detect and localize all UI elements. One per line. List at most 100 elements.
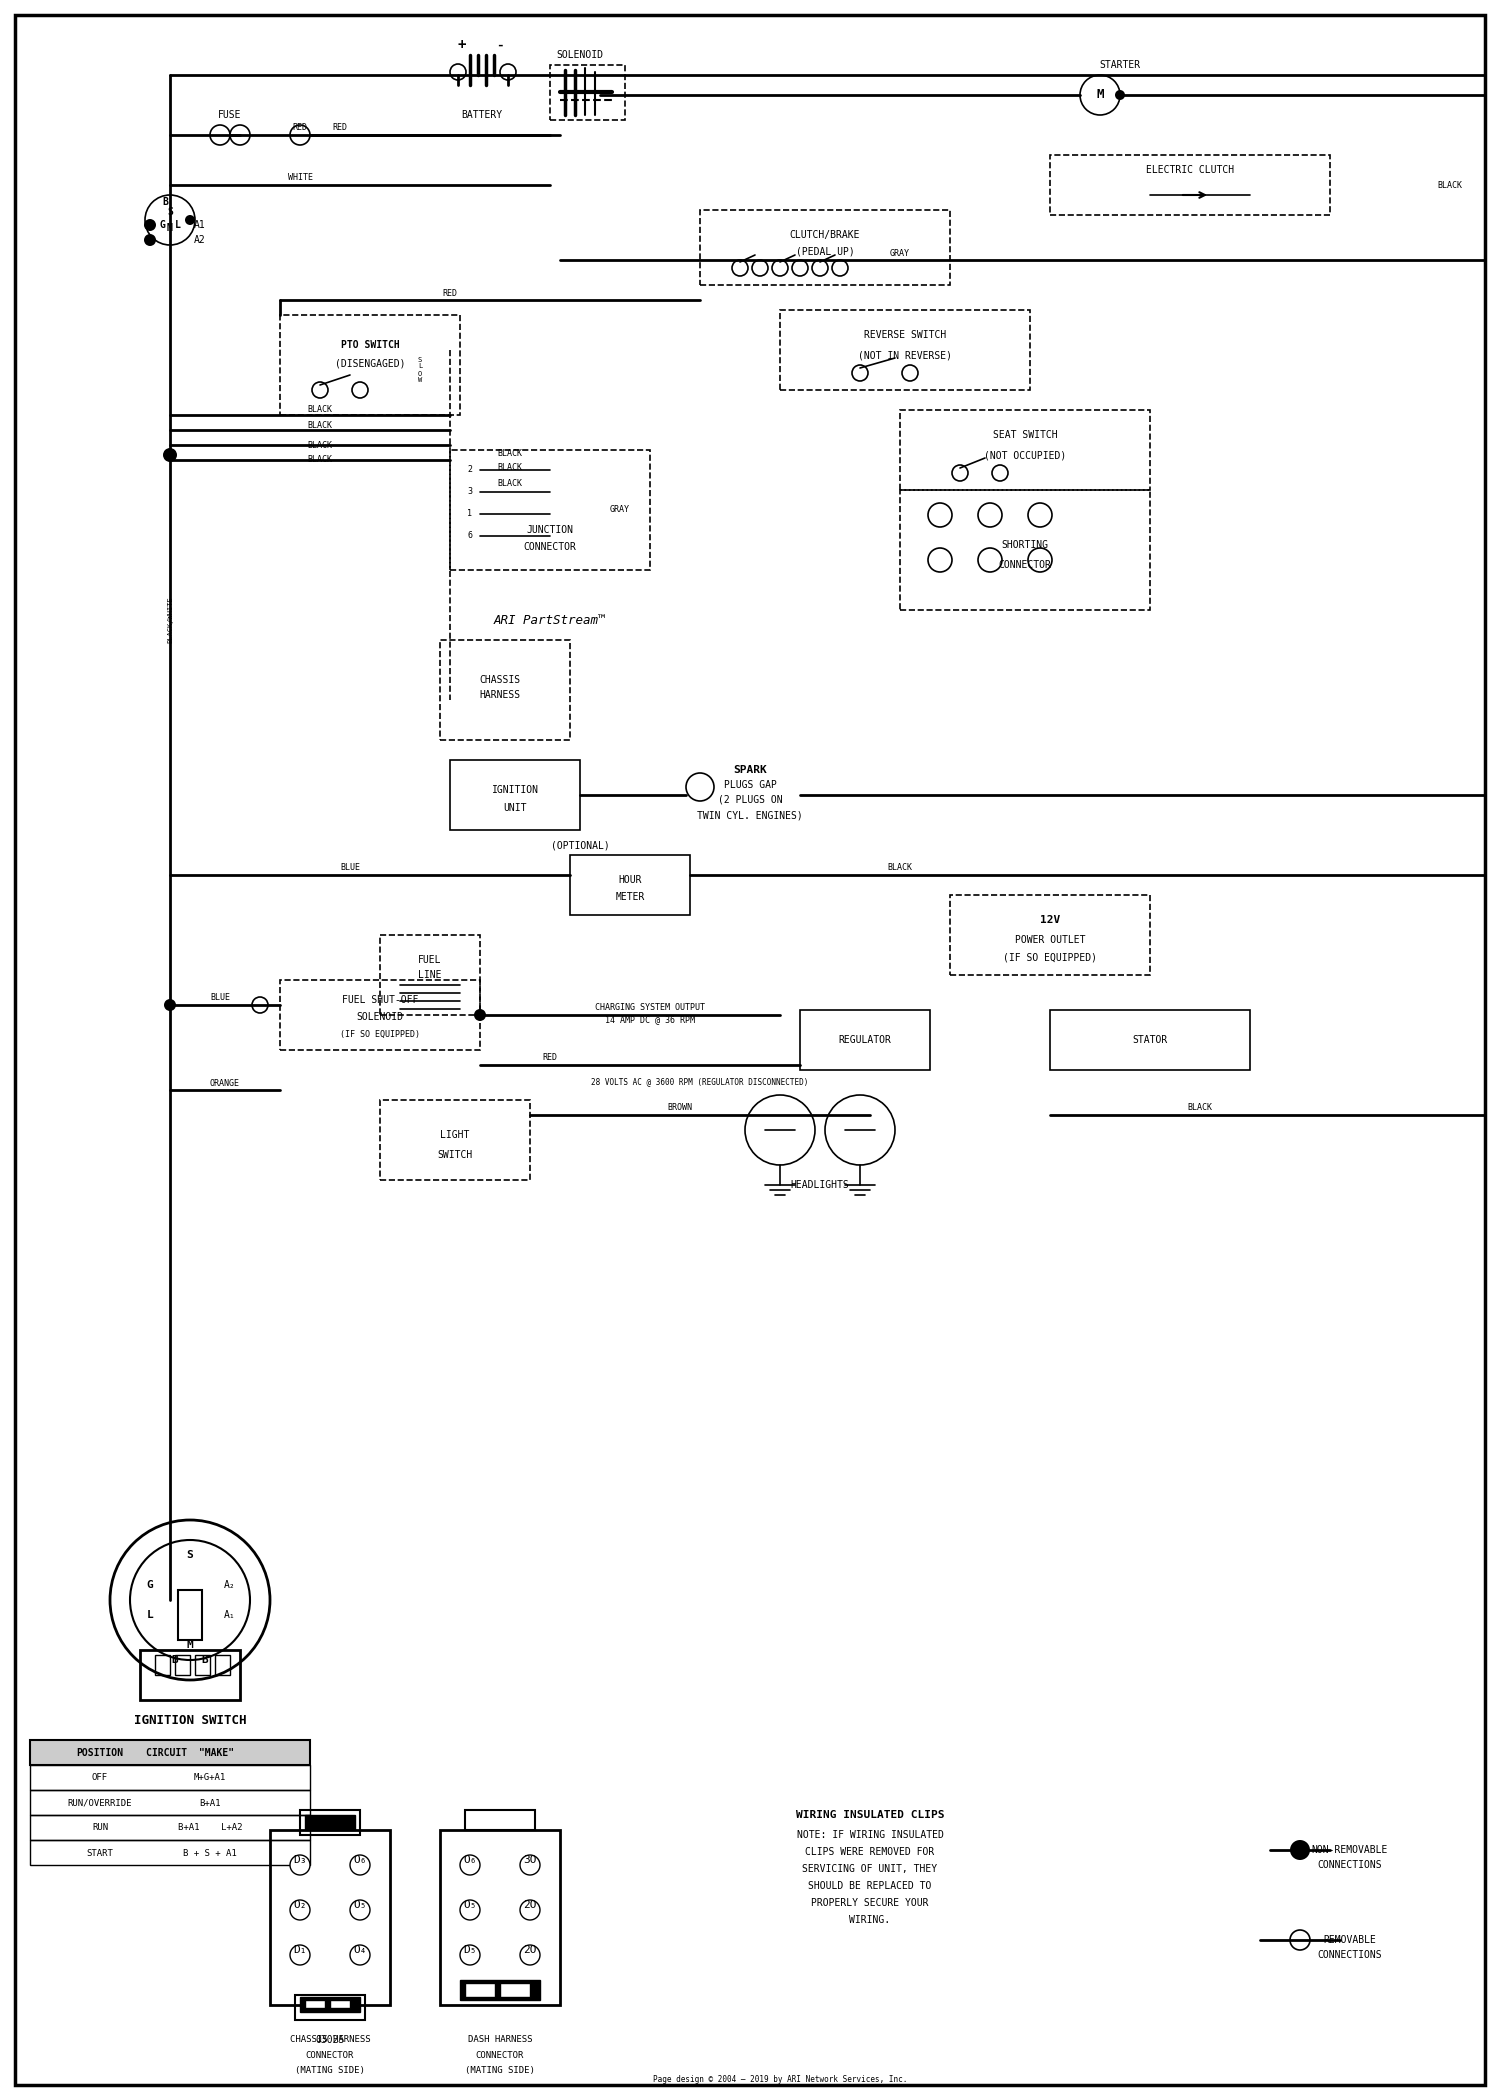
Text: Page design © 2004 – 2019 by ARI Network Services, Inc.: Page design © 2004 – 2019 by ARI Network… [652, 2076, 908, 2084]
Text: (NOT OCCUPIED): (NOT OCCUPIED) [984, 449, 1066, 460]
Bar [440, 640, 570, 741]
Text: -: - [496, 38, 504, 52]
Text: BLACK: BLACK [888, 863, 912, 873]
Circle shape [978, 548, 1002, 573]
Circle shape [833, 260, 848, 275]
Text: O₂: O₂ [294, 1900, 306, 1910]
Text: (IF SO EQUIPPED): (IF SO EQUIPPED) [340, 1029, 420, 1039]
Text: SHOULD BE REPLACED TO: SHOULD BE REPLACED TO [808, 1881, 932, 1891]
Circle shape [460, 1856, 480, 1874]
Text: IGNITION: IGNITION [492, 785, 538, 796]
Text: M: M [186, 1639, 194, 1650]
Circle shape [252, 997, 268, 1014]
Circle shape [110, 1520, 270, 1679]
Circle shape [792, 260, 808, 275]
Text: UNIT: UNIT [503, 804, 526, 812]
Text: A₁: A₁ [224, 1610, 236, 1620]
Circle shape [450, 63, 466, 80]
Circle shape [474, 1010, 486, 1020]
Circle shape [825, 1096, 896, 1165]
Text: JUNCTION: JUNCTION [526, 525, 573, 535]
Text: START: START [87, 1849, 114, 1858]
Text: ARI PartStream™: ARI PartStream™ [494, 613, 606, 626]
Circle shape [772, 260, 788, 275]
Bar [30, 1841, 310, 1866]
Text: 2O: 2O [524, 1946, 537, 1954]
Bar [300, 1996, 360, 2013]
Bar [296, 1994, 364, 2019]
Text: B: B [171, 1654, 178, 1665]
Circle shape [1290, 1841, 1310, 1860]
Text: (DISENGAGED): (DISENGAGED) [334, 359, 405, 367]
Circle shape [290, 1946, 310, 1965]
Text: M: M [1096, 88, 1104, 101]
Text: GRAY: GRAY [890, 248, 910, 258]
Text: (OPTIONAL): (OPTIONAL) [550, 840, 609, 850]
Text: BLACK: BLACK [308, 420, 333, 430]
Text: TWIN CYL. ENGINES): TWIN CYL. ENGINES) [698, 810, 802, 821]
Bar [280, 315, 460, 416]
Text: HARNESS: HARNESS [480, 691, 520, 699]
Text: ELECTRIC CLUTCH: ELECTRIC CLUTCH [1146, 166, 1234, 174]
Text: RED: RED [543, 1054, 558, 1062]
Circle shape [978, 504, 1002, 527]
Circle shape [1028, 504, 1051, 527]
Text: REGULATOR: REGULATOR [839, 1035, 891, 1045]
Text: S
L
O
W: S L O W [419, 357, 422, 384]
Text: M: M [166, 222, 172, 233]
Circle shape [928, 548, 952, 573]
Text: (MATING SIDE): (MATING SIDE) [296, 2065, 364, 2074]
Text: BROWN: BROWN [668, 1104, 693, 1112]
Text: ORANGE: ORANGE [210, 1079, 240, 1087]
Text: SPARK: SPARK [734, 764, 766, 775]
Text: CONNECTIONS: CONNECTIONS [1317, 1950, 1383, 1960]
Bar [460, 1979, 540, 2000]
Text: G: G [159, 220, 165, 231]
Text: CONNECTOR: CONNECTOR [306, 2051, 354, 2059]
Text: DASH HARNESS: DASH HARNESS [468, 2036, 532, 2044]
Text: SHORTING: SHORTING [1002, 539, 1048, 550]
Bar [214, 1654, 230, 1675]
Text: BLACK: BLACK [1437, 181, 1462, 189]
Circle shape [230, 126, 251, 145]
Circle shape [352, 382, 368, 399]
Circle shape [290, 126, 310, 145]
Text: WIRING INSULATED CLIPS: WIRING INSULATED CLIPS [795, 1809, 945, 1820]
Text: STARTER: STARTER [1100, 61, 1140, 69]
Circle shape [520, 1900, 540, 1921]
Bar [1050, 155, 1330, 214]
Text: O₅: O₅ [354, 1900, 366, 1910]
Text: 2O: 2O [524, 1900, 537, 1910]
Circle shape [992, 466, 1008, 481]
Circle shape [520, 1946, 540, 1965]
Text: 3: 3 [468, 487, 472, 497]
Text: +: + [458, 38, 466, 52]
Text: S: S [186, 1549, 194, 1560]
Text: (IF SO EQUIPPED): (IF SO EQUIPPED) [1004, 953, 1096, 961]
Text: CIRCUIT  "MAKE": CIRCUIT "MAKE" [146, 1748, 234, 1759]
Text: 28 VOLTS AC @ 3600 RPM (REGULATOR DISCONNECTED): 28 VOLTS AC @ 3600 RPM (REGULATOR DISCON… [591, 1077, 808, 1087]
Circle shape [312, 382, 328, 399]
Circle shape [1028, 548, 1051, 573]
Circle shape [520, 1856, 540, 1874]
Text: O₅: O₅ [464, 1900, 477, 1910]
Circle shape [184, 214, 195, 225]
Circle shape [164, 999, 176, 1012]
Circle shape [130, 1541, 251, 1660]
Bar [440, 1830, 560, 2005]
Text: G: G [147, 1581, 153, 1591]
Bar [154, 1654, 170, 1675]
Text: BLACK: BLACK [308, 405, 333, 414]
Circle shape [290, 1856, 310, 1874]
Text: RED: RED [442, 288, 458, 298]
Bar [30, 1790, 310, 1816]
Bar [900, 409, 1150, 489]
Text: (PEDAL UP): (PEDAL UP) [795, 248, 855, 256]
Text: B: B [201, 1654, 208, 1665]
Bar [550, 65, 626, 120]
Text: 6: 6 [468, 531, 472, 542]
Text: RED: RED [292, 124, 308, 132]
Text: A₂: A₂ [224, 1581, 236, 1591]
Text: BLACK: BLACK [498, 449, 522, 458]
Bar [195, 1654, 210, 1675]
